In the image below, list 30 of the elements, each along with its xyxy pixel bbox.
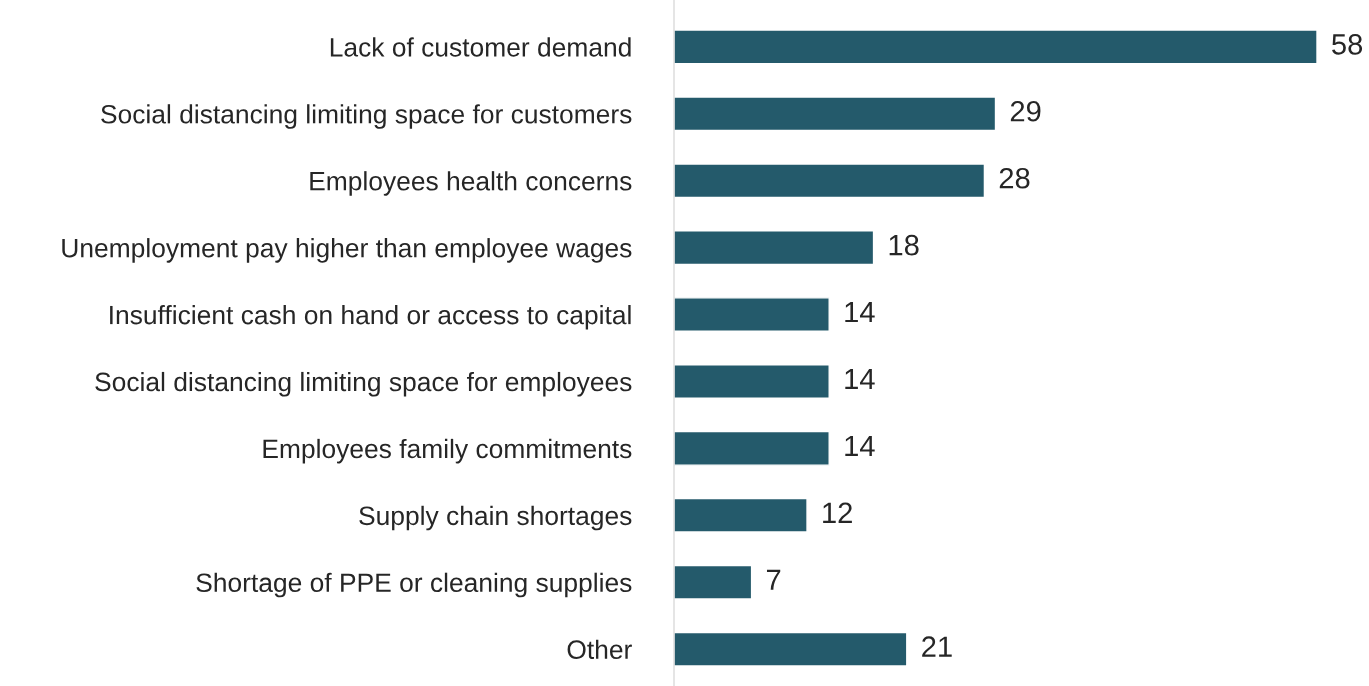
data-label: 12: [823, 502, 852, 523]
bar: [674, 430, 830, 466]
bar: [674, 631, 908, 667]
bar: [674, 497, 808, 533]
data-label: 18: [889, 234, 919, 256]
bar: [674, 297, 830, 332]
data-label: 14: [845, 302, 875, 323]
data-label: 14: [845, 435, 875, 456]
y-tick-label: Shortage of PPE or cleaning supplies: [196, 572, 632, 598]
bar: [674, 163, 986, 199]
bar: [674, 230, 875, 266]
bar: [674, 29, 1318, 65]
data-label: 14: [845, 368, 875, 390]
data-label: 21: [922, 636, 952, 657]
y-tick-label: Other: [567, 639, 632, 660]
bar: [674, 364, 830, 399]
y-tick-label: Social distancing limiting space for customers: [101, 104, 632, 129]
bar: [674, 96, 997, 132]
data-label: 7: [766, 569, 781, 590]
data-label: 28: [999, 167, 1030, 189]
y-tick-label: Lack of customer demand: [330, 37, 631, 57]
y-tick-label: Social distancing limiting space for employees: [95, 371, 632, 397]
y-tick-label: Insufficient cash on hand or access to capital: [110, 304, 631, 330]
bar: [674, 564, 753, 600]
y-tick-label: Supply chain shortages: [359, 505, 632, 531]
y-tick-label: Employees family commitments: [263, 438, 632, 464]
y-tick-label: Employees health concerns: [310, 171, 632, 196]
data-label: 29: [1010, 100, 1041, 122]
data-label: 58: [1332, 34, 1363, 55]
y-tick-label: Unemployment pay higher than employee wages: [62, 238, 632, 263]
